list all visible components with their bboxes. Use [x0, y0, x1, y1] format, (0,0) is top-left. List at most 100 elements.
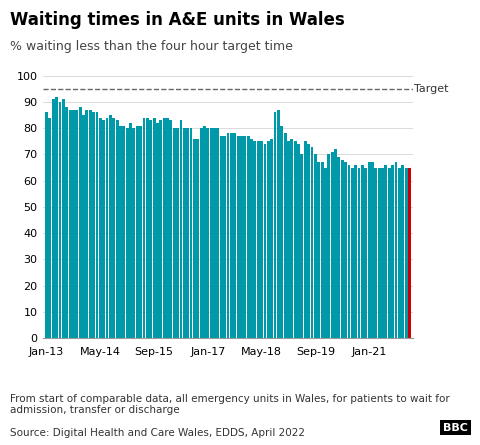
Bar [321, 162, 324, 338]
Bar [122, 125, 125, 338]
Bar [129, 123, 132, 338]
Bar [169, 120, 172, 338]
Bar [173, 128, 176, 338]
Bar [132, 128, 135, 338]
Bar [136, 125, 139, 338]
Bar [307, 144, 310, 338]
Bar [341, 160, 344, 338]
Text: Waiting times in A&E units in Wales: Waiting times in A&E units in Wales [10, 11, 344, 29]
Bar [69, 110, 72, 338]
Bar [277, 110, 280, 338]
Bar [180, 120, 182, 338]
Bar [314, 154, 317, 338]
Bar [253, 142, 256, 338]
Bar [183, 128, 186, 338]
Bar [116, 120, 119, 338]
Bar [176, 128, 179, 338]
Bar [344, 162, 347, 338]
Bar [230, 134, 233, 338]
Bar [401, 165, 404, 338]
Bar [153, 117, 156, 338]
Bar [378, 167, 381, 338]
Bar [75, 110, 78, 338]
Bar [348, 165, 350, 338]
Bar [72, 110, 75, 338]
Bar [374, 167, 377, 338]
Bar [300, 154, 303, 338]
Bar [149, 120, 152, 338]
Bar [203, 125, 206, 338]
Bar [331, 152, 334, 338]
Bar [146, 117, 149, 338]
Bar [324, 167, 327, 338]
Bar [287, 142, 290, 338]
Bar [79, 107, 82, 338]
Bar [391, 165, 394, 338]
Bar [96, 113, 98, 338]
Text: % waiting less than the four hour target time: % waiting less than the four hour target… [10, 40, 292, 53]
Bar [327, 154, 330, 338]
Bar [159, 120, 162, 338]
Bar [119, 125, 122, 338]
Bar [284, 134, 287, 338]
Bar [381, 167, 384, 338]
Bar [243, 136, 246, 338]
Bar [223, 136, 226, 338]
Bar [210, 128, 213, 338]
Bar [65, 107, 68, 338]
Bar [358, 167, 360, 338]
Bar [193, 139, 196, 338]
Bar [139, 125, 142, 338]
Bar [395, 162, 397, 338]
Bar [294, 142, 297, 338]
Bar [186, 128, 189, 338]
Bar [109, 115, 112, 338]
Bar [398, 167, 401, 338]
Text: BBC: BBC [443, 423, 468, 433]
Bar [163, 117, 166, 338]
Bar [334, 149, 337, 338]
Bar [274, 113, 276, 338]
Bar [237, 136, 240, 338]
Bar [48, 117, 51, 338]
Bar [216, 128, 219, 338]
Bar [200, 128, 203, 338]
Bar [156, 123, 159, 338]
Bar [52, 99, 55, 338]
Bar [257, 142, 260, 338]
Bar [388, 167, 391, 338]
Bar [45, 113, 48, 338]
Bar [213, 128, 216, 338]
Bar [112, 117, 115, 338]
Text: Target: Target [414, 84, 449, 94]
Bar [280, 125, 283, 338]
Bar [354, 165, 357, 338]
Bar [317, 162, 320, 338]
Bar [351, 167, 354, 338]
Bar [250, 139, 253, 338]
Bar [126, 128, 129, 338]
Bar [304, 142, 307, 338]
Bar [364, 167, 367, 338]
Bar [143, 117, 145, 338]
Bar [220, 136, 223, 338]
Bar [82, 115, 85, 338]
Bar [59, 102, 61, 338]
Bar [408, 167, 411, 338]
Bar [240, 136, 243, 338]
Bar [361, 165, 364, 338]
Bar [166, 117, 169, 338]
Bar [62, 99, 65, 338]
Bar [233, 134, 236, 338]
Bar [196, 139, 199, 338]
Bar [206, 128, 209, 338]
Bar [92, 113, 95, 338]
Bar [270, 139, 273, 338]
Text: From start of comparable data, all emergency units in Wales, for patients to wai: From start of comparable data, all emerg… [10, 394, 449, 416]
Bar [371, 162, 374, 338]
Bar [106, 117, 108, 338]
Bar [102, 120, 105, 338]
Bar [227, 134, 229, 338]
Bar [85, 110, 88, 338]
Bar [337, 157, 340, 338]
